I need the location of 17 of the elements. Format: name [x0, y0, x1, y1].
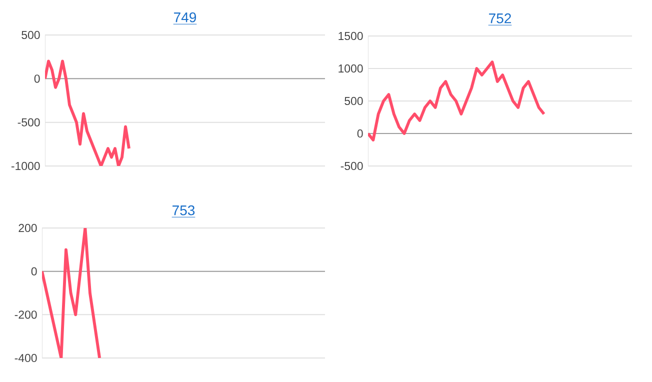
y-tick-label: -500 [340, 162, 363, 170]
line-series [45, 60, 130, 166]
y-tick-label: 0 [31, 267, 37, 276]
y-tick-label: 500 [344, 96, 363, 106]
chart-title: 753 [172, 205, 195, 216]
y-tick-label: -1000 [11, 162, 40, 170]
y-tick-label: 0 [357, 129, 363, 138]
y-tick-label: -500 [18, 118, 40, 126]
y-tick-label: 500 [22, 30, 40, 40]
y-tick-label: -400 [14, 354, 37, 362]
y-tick-label: 200 [18, 224, 37, 232]
y-tick-label: 0 [34, 74, 40, 83]
chart-title: 749 [174, 12, 196, 22]
y-tick-label: 1500 [338, 32, 363, 40]
y-tick-label: 1000 [338, 64, 363, 73]
chart-title: 752 [489, 13, 511, 24]
y-tick-label: -200 [14, 310, 37, 319]
